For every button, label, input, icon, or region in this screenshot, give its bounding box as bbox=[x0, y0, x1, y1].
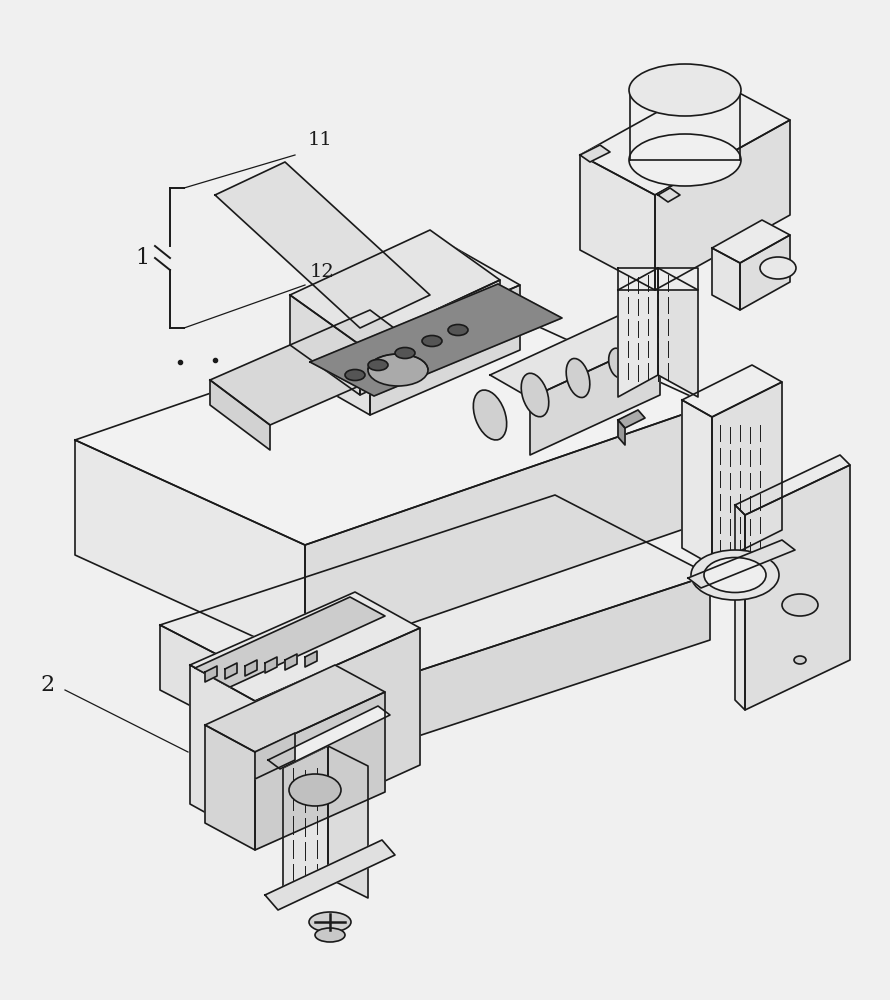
Polygon shape bbox=[305, 651, 317, 667]
Polygon shape bbox=[328, 746, 368, 898]
Polygon shape bbox=[190, 592, 420, 701]
Ellipse shape bbox=[522, 373, 549, 417]
Ellipse shape bbox=[422, 336, 442, 347]
Polygon shape bbox=[160, 625, 315, 770]
Polygon shape bbox=[490, 315, 660, 398]
Polygon shape bbox=[205, 725, 255, 850]
Ellipse shape bbox=[289, 774, 341, 806]
Polygon shape bbox=[205, 665, 385, 752]
Polygon shape bbox=[75, 300, 710, 545]
Polygon shape bbox=[735, 455, 850, 515]
Polygon shape bbox=[580, 155, 655, 290]
Polygon shape bbox=[255, 692, 385, 850]
Polygon shape bbox=[370, 285, 520, 415]
Polygon shape bbox=[682, 400, 712, 565]
Polygon shape bbox=[580, 80, 790, 195]
Polygon shape bbox=[255, 628, 420, 840]
Polygon shape bbox=[265, 840, 395, 910]
Ellipse shape bbox=[782, 594, 818, 616]
Ellipse shape bbox=[609, 348, 627, 378]
Ellipse shape bbox=[448, 324, 468, 336]
Text: 2: 2 bbox=[41, 674, 55, 696]
Polygon shape bbox=[290, 295, 360, 395]
Polygon shape bbox=[215, 162, 430, 328]
Polygon shape bbox=[75, 440, 305, 660]
Text: 12: 12 bbox=[310, 263, 335, 281]
Ellipse shape bbox=[566, 358, 590, 398]
Polygon shape bbox=[285, 654, 297, 670]
Polygon shape bbox=[580, 145, 610, 162]
Ellipse shape bbox=[309, 912, 351, 932]
Polygon shape bbox=[655, 120, 790, 290]
Ellipse shape bbox=[629, 64, 741, 116]
Polygon shape bbox=[245, 660, 257, 676]
Ellipse shape bbox=[368, 360, 388, 370]
Polygon shape bbox=[658, 268, 698, 397]
Polygon shape bbox=[210, 380, 270, 450]
Polygon shape bbox=[305, 405, 710, 660]
Polygon shape bbox=[618, 268, 658, 397]
Ellipse shape bbox=[395, 348, 415, 359]
Polygon shape bbox=[315, 575, 710, 770]
Text: 1: 1 bbox=[135, 247, 149, 269]
Ellipse shape bbox=[368, 354, 428, 386]
Polygon shape bbox=[735, 505, 745, 710]
Polygon shape bbox=[618, 420, 625, 445]
Ellipse shape bbox=[631, 347, 649, 357]
Ellipse shape bbox=[473, 390, 506, 440]
Ellipse shape bbox=[760, 257, 796, 279]
Polygon shape bbox=[712, 248, 740, 310]
Polygon shape bbox=[310, 284, 562, 396]
Polygon shape bbox=[210, 310, 430, 425]
Polygon shape bbox=[658, 188, 680, 202]
Polygon shape bbox=[618, 410, 645, 428]
Ellipse shape bbox=[794, 656, 806, 664]
Ellipse shape bbox=[629, 134, 741, 186]
Polygon shape bbox=[300, 310, 370, 415]
Polygon shape bbox=[290, 230, 500, 345]
Polygon shape bbox=[712, 382, 782, 565]
Polygon shape bbox=[225, 663, 237, 679]
Polygon shape bbox=[190, 665, 255, 840]
Polygon shape bbox=[195, 597, 385, 687]
Text: 11: 11 bbox=[308, 131, 332, 149]
Polygon shape bbox=[530, 338, 660, 455]
Ellipse shape bbox=[345, 369, 365, 380]
Polygon shape bbox=[268, 706, 390, 769]
Polygon shape bbox=[205, 666, 217, 682]
Polygon shape bbox=[745, 465, 850, 710]
Polygon shape bbox=[682, 365, 782, 417]
Polygon shape bbox=[160, 495, 710, 705]
Polygon shape bbox=[618, 268, 698, 290]
Polygon shape bbox=[255, 733, 295, 779]
Ellipse shape bbox=[704, 558, 766, 592]
Polygon shape bbox=[688, 540, 795, 588]
Polygon shape bbox=[283, 746, 328, 900]
Polygon shape bbox=[712, 220, 790, 263]
Ellipse shape bbox=[315, 928, 345, 942]
Ellipse shape bbox=[691, 550, 779, 600]
Polygon shape bbox=[300, 245, 520, 350]
Polygon shape bbox=[265, 657, 277, 673]
Polygon shape bbox=[360, 280, 500, 395]
Polygon shape bbox=[740, 235, 790, 310]
